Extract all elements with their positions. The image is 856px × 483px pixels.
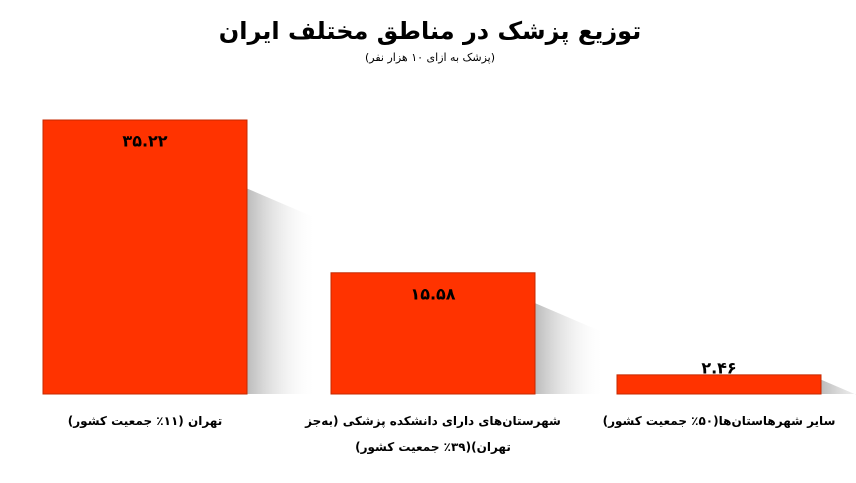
bar	[616, 374, 822, 395]
bar	[330, 272, 536, 395]
bar-shadow	[247, 188, 317, 394]
value-label: ۳۵.۲۲	[122, 132, 167, 151]
bar-shadow	[821, 379, 856, 395]
chart-title: توزیع پزشک در مناطق مختلف ایران	[219, 17, 641, 45]
bar	[42, 119, 248, 395]
value-label: ۲.۴۶	[701, 359, 736, 378]
bar-shadow	[535, 303, 605, 394]
x-tick-label: تهران (۱۱٪ جمعیت کشور)	[67, 414, 223, 428]
x-tick-label: شهرستان‌های دارای دانشکده پزشکی (به‌جز ت…	[305, 414, 561, 454]
value-label: ۱۵.۵۸	[410, 284, 455, 303]
chart-subtitle: (پزشک به ازای ۱۰ هزار نفر)	[365, 51, 495, 64]
x-tick-label: سایر شهرهاستان‌ها(۵۰٪ جمعیت کشور)	[602, 414, 836, 428]
